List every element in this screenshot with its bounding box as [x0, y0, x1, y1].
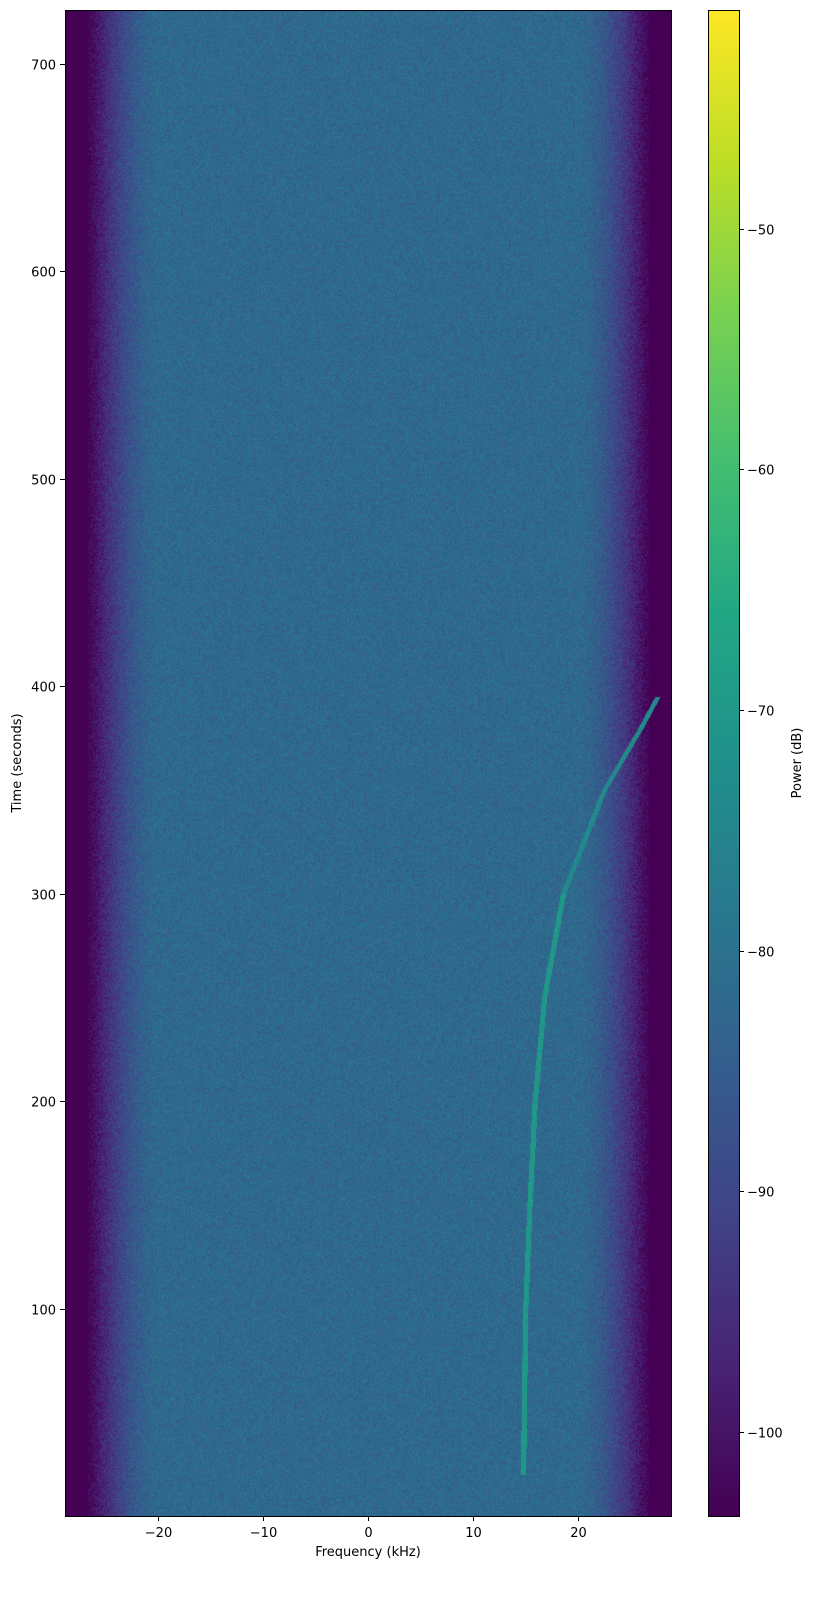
x-tick-label: 20	[570, 1526, 587, 1541]
plot-frame	[65, 10, 672, 1517]
y-tick-label: 100	[31, 1304, 56, 1319]
colorbar-tick-label: −60	[747, 464, 774, 479]
y-tick-label: 600	[31, 266, 56, 281]
colorbar-tick-label: −100	[747, 1427, 783, 1442]
y-tick-label: 500	[31, 474, 56, 489]
colorbar-tick-label: −70	[747, 705, 774, 720]
colorbar-axis: −50 −60 −70 −80 −90 −100	[739, 224, 783, 1442]
y-axis-label: Time (seconds)	[10, 713, 25, 813]
y-tick-label: 700	[31, 59, 56, 74]
y-tick-label: 400	[31, 681, 56, 696]
x-axis-label: Frequency (kHz)	[315, 1545, 421, 1560]
x-axis: −20 −10 0 10 20	[145, 1516, 587, 1541]
colorbar-gradient	[708, 10, 739, 1516]
x-tick-label: 10	[465, 1526, 482, 1541]
x-tick-label: −20	[145, 1526, 172, 1541]
y-axis: 100 200 300 400 500 600 700	[31, 59, 65, 1319]
x-tick-label: 0	[364, 1526, 372, 1541]
colorbar-label: Power (dB)	[790, 728, 805, 799]
colorbar-tick-label: −80	[747, 946, 774, 961]
spectrogram-image	[65, 10, 671, 1516]
y-tick-label: 300	[31, 889, 56, 904]
y-tick-label: 200	[31, 1096, 56, 1111]
colorbar-tick-label: −90	[747, 1186, 774, 1201]
x-tick-label: −10	[250, 1526, 277, 1541]
colorbar-tick-label: −50	[747, 224, 774, 239]
colorbar-frame	[708, 10, 740, 1517]
